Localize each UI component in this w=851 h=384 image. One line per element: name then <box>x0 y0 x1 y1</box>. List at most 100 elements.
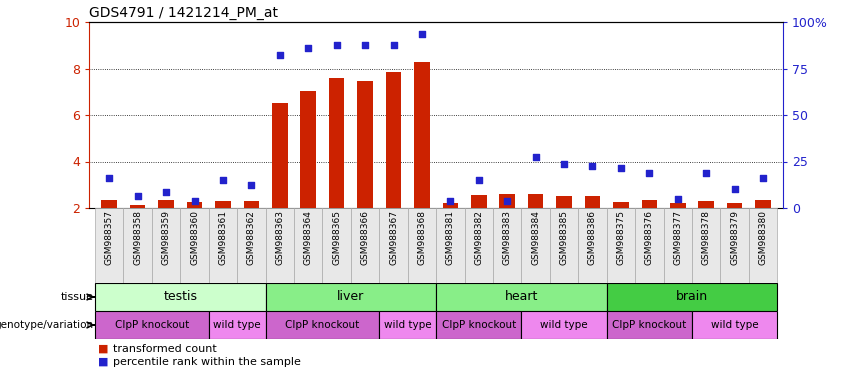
Bar <box>266 208 294 283</box>
Text: ClpP knockout: ClpP knockout <box>285 320 360 330</box>
Bar <box>266 311 380 339</box>
Bar <box>95 311 208 339</box>
Point <box>102 175 116 181</box>
Bar <box>522 208 550 283</box>
Text: GSM988380: GSM988380 <box>758 210 768 265</box>
Text: GSM988359: GSM988359 <box>162 210 170 265</box>
Text: GSM988362: GSM988362 <box>247 210 256 265</box>
Text: GSM988357: GSM988357 <box>105 210 114 265</box>
Bar <box>437 283 607 311</box>
Point <box>244 182 258 188</box>
Bar <box>215 201 231 208</box>
Bar <box>755 200 771 208</box>
Bar <box>607 311 692 339</box>
Point <box>757 175 770 181</box>
Bar <box>550 208 579 283</box>
Bar <box>95 283 266 311</box>
Point <box>643 170 656 176</box>
Point <box>557 161 571 167</box>
Bar <box>749 208 777 283</box>
Point <box>614 166 628 172</box>
Bar <box>380 311 437 339</box>
Text: GSM988381: GSM988381 <box>446 210 454 265</box>
Bar <box>386 72 402 208</box>
Bar <box>692 311 777 339</box>
Bar <box>437 311 522 339</box>
Text: liver: liver <box>337 291 364 303</box>
Bar <box>613 202 629 208</box>
Bar <box>642 200 657 208</box>
Point <box>500 198 514 204</box>
Text: GSM988378: GSM988378 <box>702 210 711 265</box>
Text: GSM988384: GSM988384 <box>531 210 540 265</box>
Text: ■: ■ <box>98 344 108 354</box>
Text: GSM988379: GSM988379 <box>730 210 740 265</box>
Text: genotype/variation: genotype/variation <box>0 320 94 330</box>
Bar <box>123 208 151 283</box>
Bar <box>699 201 714 208</box>
Point <box>585 163 599 169</box>
Bar <box>493 208 522 283</box>
Bar <box>237 208 266 283</box>
Text: GSM988375: GSM988375 <box>616 210 625 265</box>
Text: GSM988367: GSM988367 <box>389 210 398 265</box>
Text: ClpP knockout: ClpP knockout <box>612 320 687 330</box>
Point <box>700 170 713 176</box>
Text: GSM988358: GSM988358 <box>133 210 142 265</box>
Text: tissue: tissue <box>60 292 94 302</box>
Bar <box>180 208 208 283</box>
Point <box>386 42 400 48</box>
Bar <box>670 204 686 208</box>
Text: percentile rank within the sample: percentile rank within the sample <box>113 357 301 367</box>
Text: GSM988366: GSM988366 <box>361 210 369 265</box>
Bar <box>528 194 544 208</box>
Bar <box>300 91 316 208</box>
Text: GSM988360: GSM988360 <box>190 210 199 265</box>
Text: wild type: wild type <box>384 320 431 330</box>
Bar <box>465 208 493 283</box>
Bar <box>437 208 465 283</box>
Bar <box>692 208 721 283</box>
Text: testis: testis <box>163 291 197 303</box>
Bar <box>208 208 237 283</box>
Bar <box>323 208 351 283</box>
Point <box>188 198 202 204</box>
Bar <box>208 311 266 339</box>
Bar <box>408 208 437 283</box>
Point <box>131 193 145 199</box>
Bar <box>579 208 607 283</box>
Text: GSM988364: GSM988364 <box>304 210 312 265</box>
Bar <box>414 61 430 208</box>
Bar <box>585 196 600 208</box>
Bar <box>95 208 123 283</box>
Point <box>528 154 542 160</box>
Bar <box>522 311 607 339</box>
Point <box>728 186 741 192</box>
Bar <box>351 208 380 283</box>
Text: GSM988385: GSM988385 <box>560 210 568 265</box>
Text: wild type: wild type <box>540 320 588 330</box>
Text: ClpP knockout: ClpP knockout <box>442 320 516 330</box>
Point <box>301 45 315 51</box>
Text: transformed count: transformed count <box>113 344 217 354</box>
Point <box>216 177 230 183</box>
Text: wild type: wild type <box>711 320 758 330</box>
Bar <box>380 208 408 283</box>
Bar <box>471 195 487 208</box>
Text: GSM988377: GSM988377 <box>673 210 683 265</box>
Bar <box>443 204 458 208</box>
Point <box>443 198 457 204</box>
Text: GSM988368: GSM988368 <box>418 210 426 265</box>
Bar <box>151 208 180 283</box>
Bar <box>607 208 635 283</box>
Bar <box>130 205 146 208</box>
Bar <box>357 81 373 208</box>
Bar <box>328 78 345 208</box>
Bar <box>186 202 203 208</box>
Bar <box>243 201 260 208</box>
Text: heart: heart <box>505 291 538 303</box>
Bar <box>607 283 777 311</box>
Text: GSM988386: GSM988386 <box>588 210 597 265</box>
Bar <box>727 204 742 208</box>
Bar <box>635 208 664 283</box>
